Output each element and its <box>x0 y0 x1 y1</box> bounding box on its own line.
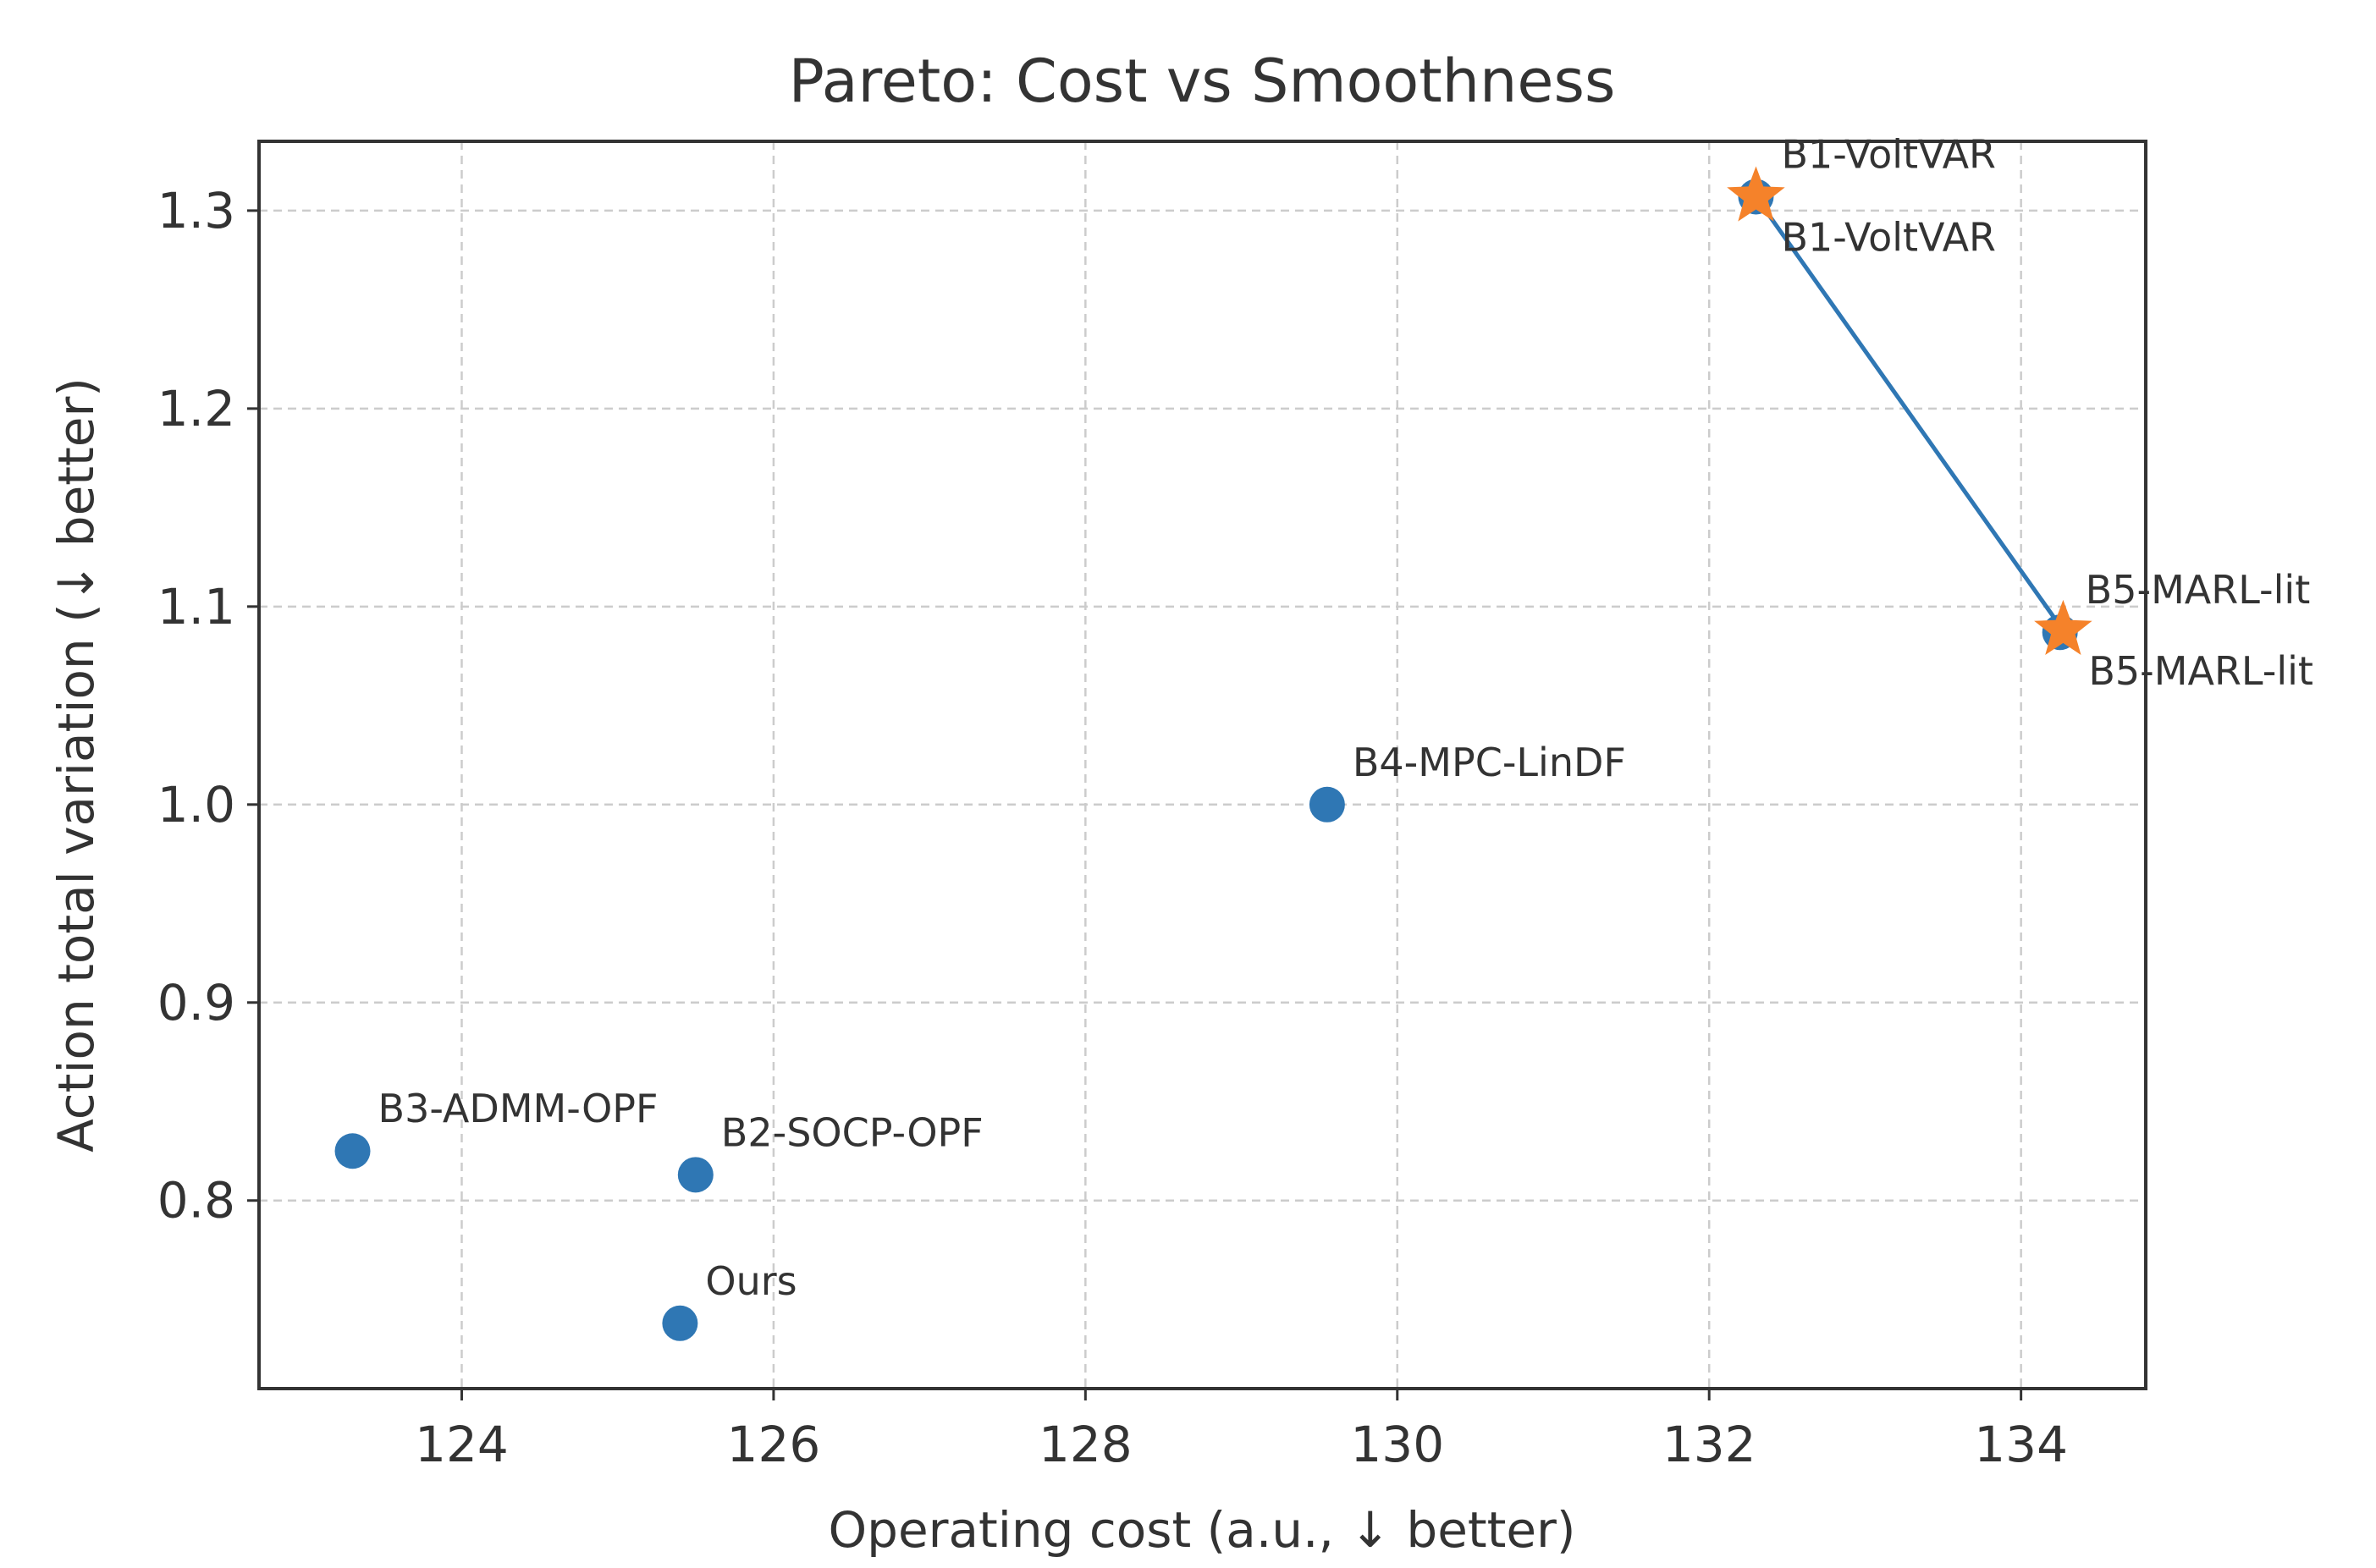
axis-ticks: 124 126 128 130 132 134 0.8 0.9 1.0 1.1 1.2 1.3 <box>157 182 2068 1473</box>
chart-title: Pareto: Cost vs Smoothness <box>789 47 1616 116</box>
point-label: B5-MARL-lit <box>2086 567 2311 613</box>
pareto-frontier-line <box>1754 195 2065 632</box>
x-tick-label: 124 <box>415 1416 509 1473</box>
y-tick-label: 1.1 <box>157 578 235 635</box>
point-label: B2-SOCP-OPF <box>721 1109 984 1155</box>
y-axis-label: Action total variation (↓ better) <box>47 377 105 1153</box>
plot-frame <box>257 140 2147 1390</box>
y-tick-label: 1.2 <box>157 380 235 437</box>
scatter-point <box>677 1157 714 1193</box>
x-tick-label: 134 <box>1974 1416 2068 1473</box>
y-tick-label: 0.9 <box>157 974 235 1032</box>
pareto-markers <box>1727 166 2092 655</box>
x-tick-label: 132 <box>1662 1416 1756 1473</box>
pareto-frontier <box>1754 195 2065 632</box>
x-tick-label: 126 <box>727 1416 821 1473</box>
pareto-star-marker <box>2034 599 2092 655</box>
x-tick-label: 130 <box>1350 1416 1444 1473</box>
x-axis-label: Operating cost (a.u., ↓ better) <box>828 1501 1575 1559</box>
pareto-point-label: B5-MARL-lit <box>2088 648 2313 694</box>
point-label: B1-VoltVAR <box>1781 132 1996 178</box>
pareto-star-marker <box>1727 166 1785 222</box>
scatter-point <box>662 1305 698 1341</box>
point-label: Ours <box>705 1258 797 1304</box>
data-points <box>334 179 2078 1341</box>
point-label: B4-MPC-LinDF <box>1353 740 1626 785</box>
y-tick-label: 1.3 <box>157 182 235 239</box>
point-label: B3-ADMM-OPF <box>378 1086 659 1131</box>
scatter-point <box>334 1133 371 1169</box>
x-tick-label: 128 <box>1039 1416 1133 1473</box>
point-labels: B3-ADMM-OPF B2-SOCP-OPF Ours B4-MPC-LinDF B1… <box>378 132 2313 1304</box>
scatter-point <box>1309 786 1345 823</box>
pareto-point-label: B1-VoltVAR <box>1781 215 1996 261</box>
grid <box>259 141 2146 1389</box>
y-tick-label: 1.0 <box>157 776 235 834</box>
y-tick-label: 0.8 <box>157 1172 235 1230</box>
